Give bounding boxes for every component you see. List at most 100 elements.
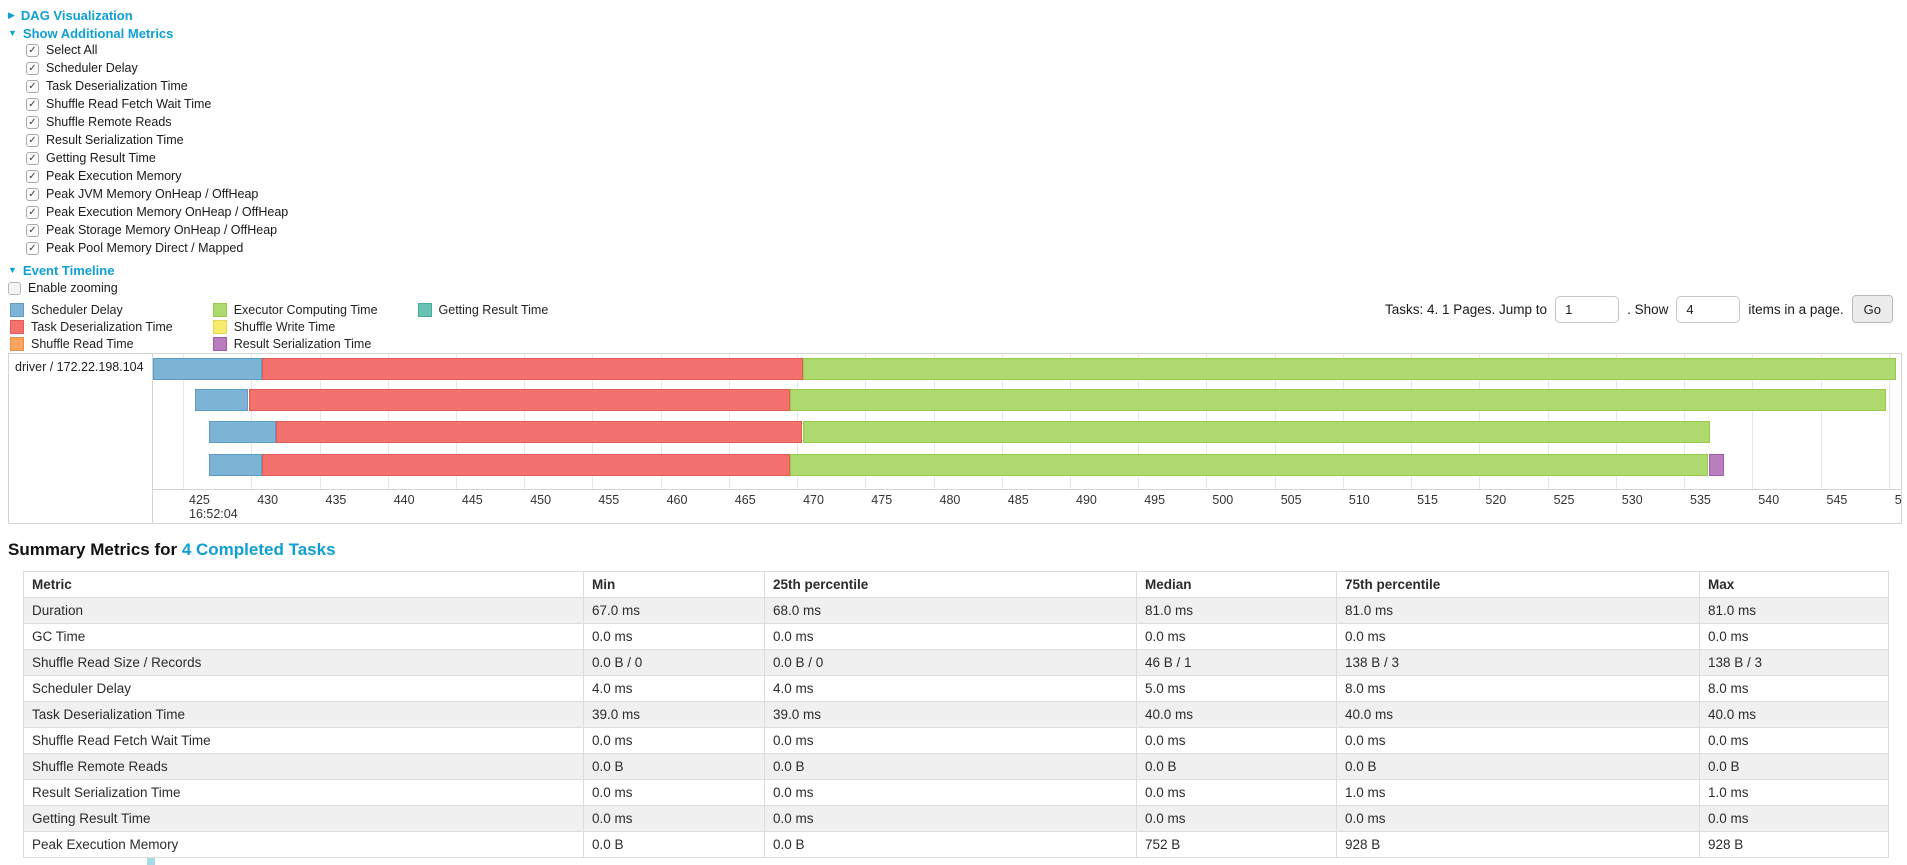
summary-heading-text: Summary Metrics for [8, 540, 182, 559]
task-pagination: Tasks: 4. 1 Pages. Jump to . Show items … [1385, 294, 1893, 324]
timeline-legend: Scheduler Delay Task Deserialization Time… [10, 303, 548, 351]
metric-cell: 5.0 ms [1136, 675, 1337, 702]
column-header-median: Median [1136, 571, 1337, 598]
metric-checkbox-label[interactable]: Peak Pool Memory Direct / Mapped [46, 241, 244, 255]
summary-metrics-table: Metric Min 25th percentile Median 75th perce… [23, 571, 1889, 858]
task-bar-segment-executor-computing-time[interactable] [790, 389, 1886, 411]
legend-column: Scheduler Delay Task Deserialization Time… [10, 303, 173, 351]
enable-zooming-checkbox[interactable] [8, 281, 21, 295]
metric-checkbox-peak-jvm-memory-onheap-offheap[interactable]: ✓ Peak JVM Memory OnHeap / OffHeap [26, 185, 288, 203]
metric-cell: 0.0 ms [1336, 727, 1700, 754]
axis-tick-label: 515 [1417, 493, 1438, 507]
metric-cell: 1.0 ms [1336, 779, 1700, 806]
metric-cell: 4.0 ms [764, 675, 1137, 702]
metric-row-shuffle-read-size-records: Shuffle Read Size / Records 0.0 B / 0 0.0 … [23, 649, 1889, 676]
axis-time-label: 16:52:04 [189, 507, 238, 521]
metric-checkbox-peak-execution-memory[interactable]: ✓ Peak Execution Memory [26, 167, 288, 185]
event-timeline-label[interactable]: Event Timeline [22, 263, 115, 278]
caret-down-icon[interactable]: ▼ [8, 265, 17, 275]
enable-zooming-row[interactable]: Enable zooming [8, 281, 118, 295]
go-button[interactable]: Go [1851, 295, 1893, 323]
task-bar-segment-task-deserialization-time[interactable] [262, 454, 791, 476]
event-timeline-toggle[interactable]: ▼ Event Timeline [8, 263, 114, 278]
task-bar-segment-result-serialization-time[interactable] [1708, 454, 1724, 476]
jump-to-page-input[interactable] [1555, 295, 1620, 323]
executor-group-label: driver / 172.22.198.104 [15, 360, 144, 374]
metric-cell: 39.0 ms [764, 701, 1137, 728]
column-header-25th-percentile: 25th percentile [764, 571, 1137, 598]
task-bar-segment-scheduler-delay[interactable] [208, 454, 263, 476]
column-header-75th-percentile: 75th percentile [1336, 571, 1700, 598]
metric-checkbox-select-all[interactable]: ✓ Select All [26, 41, 288, 59]
checkbox-icon[interactable]: ✓ [26, 43, 39, 57]
caret-right-icon[interactable]: ▶ [8, 10, 15, 20]
metric-checkbox-label[interactable]: Peak Storage Memory OnHeap / OffHeap [46, 223, 278, 237]
task-bar-segment-scheduler-delay[interactable] [153, 358, 263, 380]
metric-checkbox-peak-execution-memory-onheap-offheap[interactable]: ✓ Peak Execution Memory OnHeap / OffHeap [26, 203, 288, 221]
task-bar-segment-executor-computing-time[interactable] [790, 454, 1709, 476]
task-bar-segment-scheduler-delay[interactable] [208, 421, 276, 443]
show-additional-metrics-label[interactable]: Show Additional Metrics [22, 26, 174, 41]
metric-checkbox-label[interactable]: Shuffle Remote Reads [46, 115, 172, 129]
metric-checkbox-label[interactable]: Shuffle Read Fetch Wait Time [46, 97, 212, 111]
metric-cell: 0.0 ms [583, 779, 765, 806]
column-header-metric: Metric [23, 571, 584, 598]
metric-cell: Duration [23, 597, 584, 624]
metric-checkbox-getting-result-time[interactable]: ✓ Getting Result Time [26, 149, 288, 167]
task-bar-segment-scheduler-delay[interactable] [195, 389, 249, 411]
metric-cell: 40.0 ms [1136, 701, 1337, 728]
task-bar-segment-executor-computing-time[interactable] [802, 358, 1896, 380]
metric-cell: 0.0 B / 0 [764, 649, 1137, 676]
metric-checkbox-result-serialization-time[interactable]: ✓ Result Serialization Time [26, 131, 288, 149]
checkbox-icon[interactable]: ✓ [26, 115, 39, 129]
tasks-count-text: Tasks: 4. 1 Pages. Jump to [1384, 301, 1548, 317]
dag-visualization-label[interactable]: DAG Visualization [20, 8, 133, 23]
timeline-x-axis: 425 16:52:04 430 435 440 445 450 455 460 465 470 47… [153, 489, 1901, 523]
metric-cell: 0.0 B / 0 [583, 649, 765, 676]
metric-checkbox-label[interactable]: Scheduler Delay [46, 61, 138, 75]
metric-checkbox-label[interactable]: Peak Execution Memory [46, 169, 182, 183]
metric-checkbox-task-deserialization-time[interactable]: ✓ Task Deserialization Time [26, 77, 288, 95]
axis-tick-label: 440 [393, 493, 415, 507]
metric-checkbox-label[interactable]: Task Deserialization Time [46, 79, 188, 93]
metric-checkbox-peak-storage-memory-onheap-offheap[interactable]: ✓ Peak Storage Memory OnHeap / OffHeap [26, 221, 288, 239]
metric-cell: 0.0 ms [1699, 727, 1889, 754]
metric-checkbox-label[interactable]: Peak Execution Memory OnHeap / OffHeap [46, 205, 289, 219]
checkbox-icon[interactable]: ✓ [26, 205, 39, 219]
metric-checkbox-label[interactable]: Peak JVM Memory OnHeap / OffHeap [46, 187, 259, 201]
task-bar-segment-executor-computing-time[interactable] [802, 421, 1710, 443]
axis-tick-label: 520 [1485, 493, 1507, 507]
checkbox-icon[interactable]: ✓ [26, 151, 39, 165]
metric-checkbox-scheduler-delay[interactable]: ✓ Scheduler Delay [26, 59, 288, 77]
checkbox-icon[interactable]: ✓ [26, 61, 39, 75]
items-per-page-input[interactable] [1676, 295, 1741, 323]
legend-column: Executor Computing Time Shuffle Write Tim… [212, 303, 378, 351]
completed-tasks-link[interactable]: 4 Completed Tasks [181, 540, 336, 559]
axis-tick-label: 480 [939, 493, 961, 507]
metric-checkbox-label[interactable]: Select All [46, 43, 98, 57]
metric-cell: Scheduler Delay [23, 675, 584, 702]
checkbox-icon[interactable]: ✓ [26, 97, 39, 111]
dag-visualization-toggle[interactable]: ▶ DAG Visualization [8, 8, 133, 23]
checkbox-icon[interactable]: ✓ [26, 223, 39, 237]
checkbox-icon[interactable]: ✓ [26, 79, 39, 93]
metric-cell: 0.0 ms [1699, 623, 1889, 650]
metric-checkbox-shuffle-read-fetch-wait-time[interactable]: ✓ Shuffle Read Fetch Wait Time [26, 95, 288, 113]
task-bar-segment-task-deserialization-time[interactable] [248, 389, 791, 411]
show-additional-metrics-toggle[interactable]: ▼ Show Additional Metrics [8, 26, 173, 41]
enable-zooming-label[interactable]: Enable zooming [28, 281, 118, 295]
checkbox-icon[interactable]: ✓ [26, 187, 39, 201]
caret-down-icon[interactable]: ▼ [8, 28, 17, 38]
metric-checkbox-peak-pool-memory-direct-mapped[interactable]: ✓ Peak Pool Memory Direct / Mapped [26, 239, 288, 257]
metric-checkbox-label[interactable]: Result Serialization Time [46, 133, 184, 147]
task-bar-segment-task-deserialization-time[interactable] [262, 358, 803, 380]
metric-cell: 928 B [1699, 831, 1889, 858]
timeline-plot-area [153, 354, 1901, 489]
checkbox-icon[interactable]: ✓ [26, 241, 39, 255]
task-bar-segment-task-deserialization-time[interactable] [275, 421, 803, 443]
metric-checkbox-shuffle-remote-reads[interactable]: ✓ Shuffle Remote Reads [26, 113, 288, 131]
legend-item-task-deserialization-time: Task Deserialization Time [10, 320, 173, 334]
metric-checkbox-label[interactable]: Getting Result Time [46, 151, 156, 165]
checkbox-icon[interactable]: ✓ [26, 169, 39, 183]
checkbox-icon[interactable]: ✓ [26, 133, 39, 147]
